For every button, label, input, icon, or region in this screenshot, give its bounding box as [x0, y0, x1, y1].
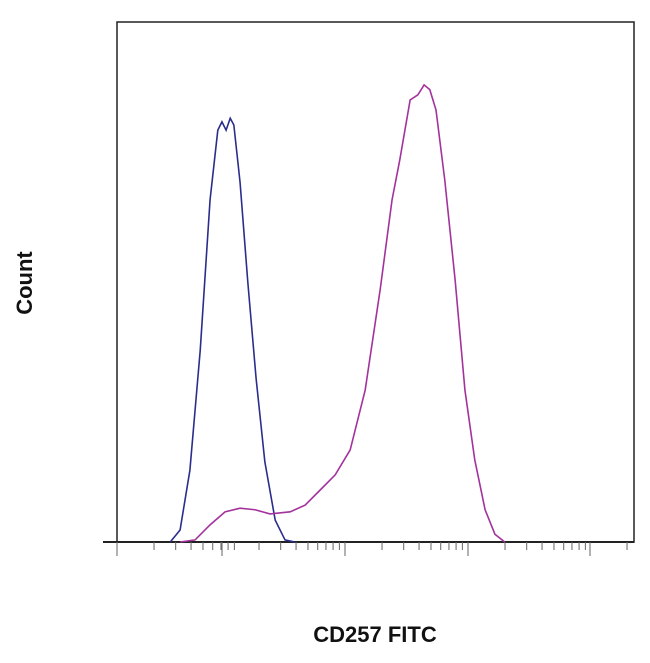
y-axis-label: Count: [12, 251, 37, 315]
x-axis-label: CD257 FITC: [313, 622, 437, 647]
plot-frame: [116, 21, 635, 543]
series-line-2: [179, 83, 506, 543]
x-axis-ticks: [116, 542, 628, 556]
series-group: [169, 83, 506, 543]
series-line-1: [169, 116, 296, 543]
